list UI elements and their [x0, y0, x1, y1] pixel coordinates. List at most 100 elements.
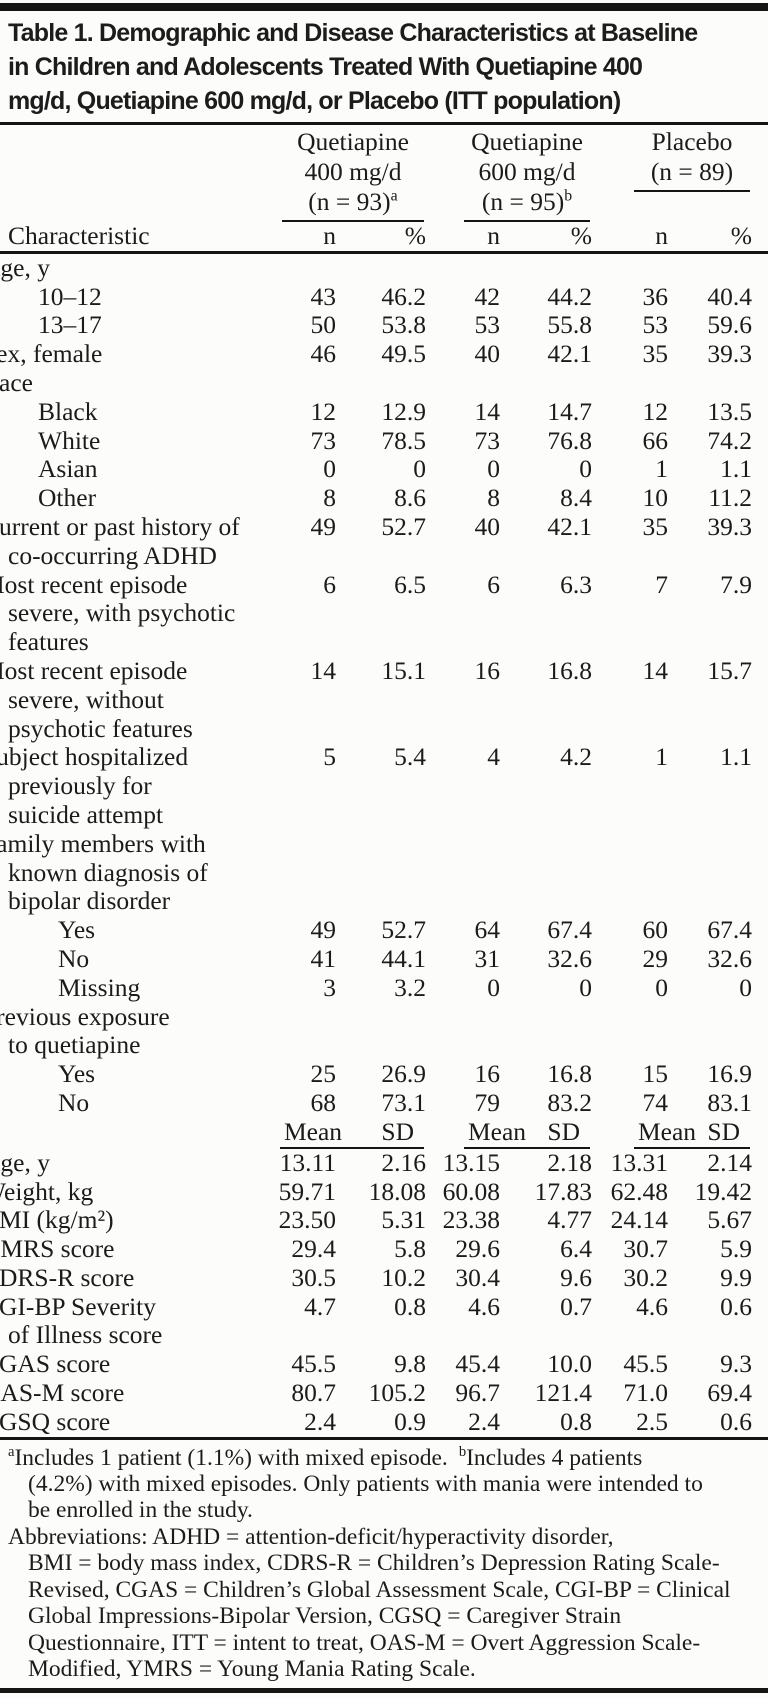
row-label: Race — [0, 367, 33, 397]
table-row: CDRS-R score 30.5 10.2 30.4 9.6 30.2 9.9 — [0, 1262, 752, 1293]
cell-value: 35 — [642, 339, 669, 369]
cell-value: 78.5 — [381, 425, 426, 455]
cell-value — [592, 369, 668, 398]
group-n-label: (n = 95) — [481, 187, 565, 216]
cell-value — [668, 1003, 752, 1061]
table-row: Missing 3 3.2 0 0 0 0 — [8, 972, 752, 1003]
group-header-quetiapine-600: Quetiapine 600 mg/d (n = 95)b — [426, 125, 592, 222]
cell-value — [248, 254, 336, 283]
mean-sd-pair-quetiapine-600: Mean SD — [426, 1116, 592, 1149]
cell-value: 16.8 — [547, 655, 592, 685]
table-row: Yes 49 52.7 64 67.4 60 67.4 — [8, 915, 752, 945]
bottom-rule — [0, 1688, 768, 1694]
cell-value: 73.1 — [381, 1087, 426, 1117]
cell-value: 41 — [310, 943, 337, 973]
cell-value: 4.6 — [468, 1291, 500, 1321]
cell-value: 30.2 — [623, 1262, 668, 1292]
row-label: Black — [38, 396, 98, 426]
cell-value: 74 — [642, 1087, 669, 1117]
cell-value: 16 — [474, 655, 501, 685]
cell-value: 67.4 — [707, 915, 752, 945]
cell-value — [500, 1003, 592, 1061]
cell-value: 5 — [323, 742, 336, 772]
table-row: Sex, female 46 49.5 40 42.1 35 39.3 — [0, 339, 752, 369]
column-header-row: Characteristic n % n % n % — [8, 221, 752, 251]
table-row: Most recent episode severe, without psyc… — [0, 655, 752, 743]
row-label: Age, y — [0, 252, 50, 282]
cell-value: 15.7 — [707, 655, 752, 685]
cell-value: 49.5 — [381, 339, 426, 369]
cell-value: 2.4 — [468, 1406, 500, 1436]
mean-sd-pair-quetiapine-400: Mean SD — [248, 1117, 426, 1149]
cell-value: 29.6 — [455, 1234, 500, 1264]
cell-value: 16.8 — [547, 1059, 592, 1089]
cell-value: 59.71 — [278, 1176, 336, 1206]
sd-header: SD — [547, 1116, 580, 1146]
table-row: YMRS score 29.4 5.8 29.6 6.4 30.7 5.9 — [0, 1234, 752, 1264]
cell-value: 8 — [323, 483, 336, 513]
cell-value: 49 — [310, 915, 337, 945]
cell-value: 0.8 — [394, 1291, 426, 1321]
cell-value: 4.7 — [304, 1291, 336, 1321]
row-label: Most recent episode severe, without psyc… — [0, 655, 193, 743]
cell-value: 121.4 — [534, 1378, 592, 1408]
cell-value: 2.16 — [381, 1147, 426, 1177]
row-label: Age, y — [0, 1147, 50, 1177]
cell-value: 0 — [579, 972, 592, 1002]
cell-value: 11.2 — [708, 483, 752, 513]
cell-value: 39.3 — [707, 511, 752, 541]
cell-value: 73 — [474, 425, 501, 455]
row-label: BMI (kg/m²) — [0, 1205, 114, 1235]
cell-value: 16 — [474, 1059, 501, 1089]
cell-value: 5.4 — [394, 742, 426, 772]
cell-value: 53.8 — [381, 310, 426, 340]
mean-header: Mean — [468, 1116, 527, 1146]
mean-header: Mean — [638, 1116, 697, 1146]
table-row: Weight, kg 59.71 18.08 60.08 17.83 62.48 19.42 — [0, 1176, 752, 1207]
cell-value: 13.11 — [279, 1147, 336, 1177]
cell-value: 44.2 — [547, 281, 592, 311]
cell-value: 73 — [310, 425, 337, 455]
group-n-label: (n = 89) — [650, 157, 734, 186]
cell-value — [500, 830, 592, 916]
group-header-quetiapine-400: Quetiapine 400 mg/d (n = 93)a — [248, 125, 426, 222]
table-row: CGI-BP Severity of Illness score 4.7 0.8 4.… — [0, 1291, 752, 1351]
cell-value: 23.50 — [278, 1205, 336, 1235]
table-row: Yes 25 26.9 16 16.8 15 16.9 — [8, 1059, 752, 1089]
pct-column-header: % — [730, 221, 752, 250]
row-label: CDRS-R score — [0, 1262, 135, 1292]
baseline-table-body: Age, y10–124346.24244.23640.413–175053.8… — [0, 252, 752, 1437]
footnote-rule — [0, 1436, 768, 1440]
cell-value: 23.38 — [442, 1205, 500, 1235]
cell-value: 4.77 — [547, 1205, 592, 1235]
cell-value — [668, 369, 752, 398]
cell-value: 40 — [474, 511, 501, 541]
cell-value: 9.6 — [560, 1262, 592, 1292]
cell-value: 14.7 — [547, 396, 592, 426]
cell-value: 60 — [642, 915, 669, 945]
cell-value: 6.4 — [560, 1234, 592, 1264]
cell-value: 8.4 — [560, 483, 592, 513]
cell-value — [248, 1003, 336, 1061]
cell-value: 42.1 — [547, 511, 592, 541]
cell-value: 64 — [474, 915, 501, 945]
cell-value: 32.6 — [547, 943, 592, 973]
table-row: Age, y 13.11 2.16 13.15 2.18 13.31 2.14 — [0, 1147, 752, 1178]
cell-value: 68 — [310, 1087, 337, 1117]
cell-value: 3.2 — [394, 972, 426, 1002]
table-row: No 41 44.1 31 32.6 29 32.6 — [8, 943, 752, 974]
cell-value: 0 — [487, 972, 500, 1002]
cell-value — [426, 369, 500, 398]
cell-value: 96.7 — [455, 1378, 500, 1408]
cell-value: 32.6 — [707, 943, 752, 973]
cell-value: 30.7 — [623, 1234, 668, 1264]
table-row: Most recent episode severe, with psychot… — [0, 570, 752, 657]
cell-value: 50 — [310, 310, 337, 340]
cell-value: 45.5 — [623, 1349, 668, 1379]
cell-value: 12 — [310, 396, 337, 426]
row-label: No — [58, 1087, 90, 1117]
cell-value — [500, 254, 592, 283]
table-row: Black 12 12.9 14 14.7 12 13.5 — [8, 396, 752, 427]
cell-value — [592, 254, 668, 283]
cell-value: 59.6 — [707, 310, 752, 340]
